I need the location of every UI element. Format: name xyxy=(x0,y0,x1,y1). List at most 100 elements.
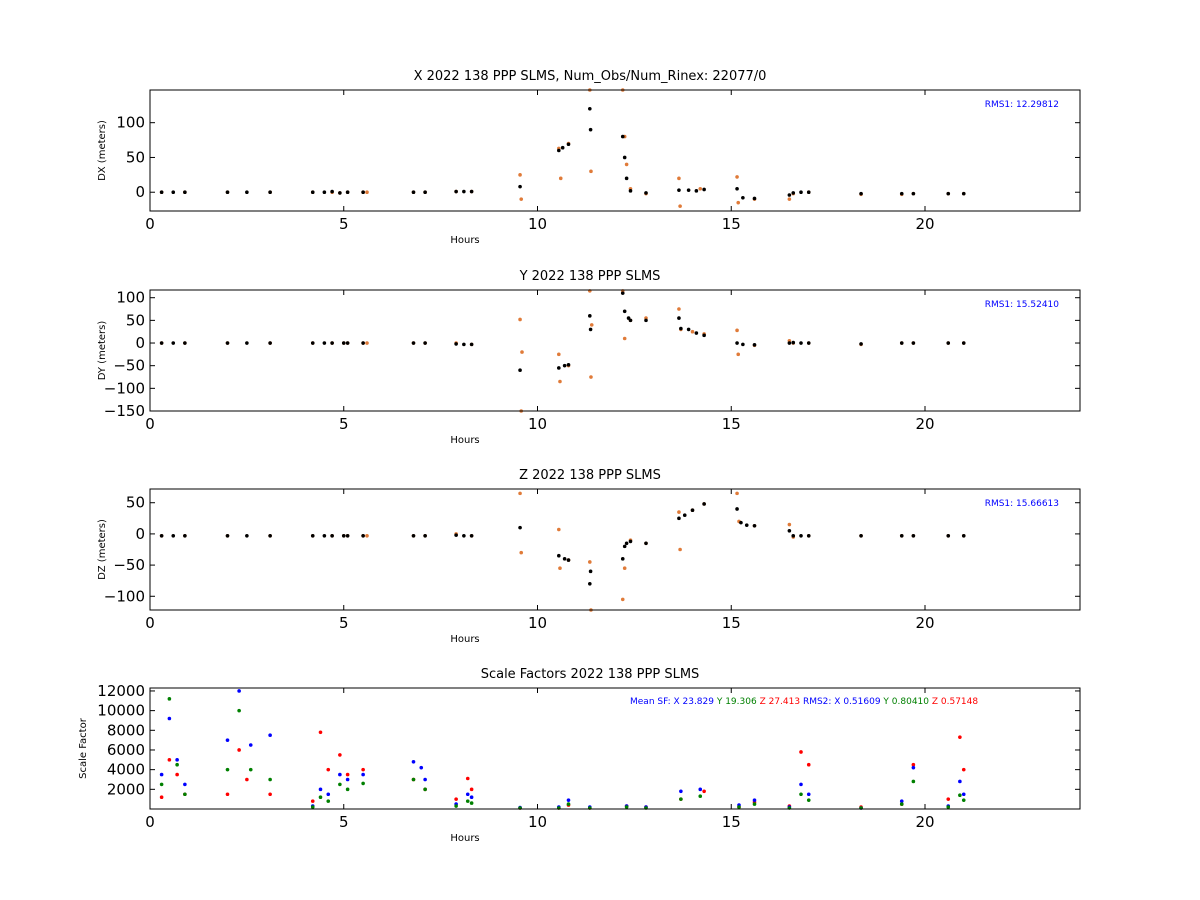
data-point xyxy=(946,797,951,801)
data-point xyxy=(946,191,951,196)
data-point xyxy=(562,557,567,561)
data-point xyxy=(245,190,249,195)
data-point xyxy=(183,341,187,345)
data-point xyxy=(520,350,524,354)
y-tick-label: 2000 xyxy=(107,780,145,798)
data-point xyxy=(330,533,334,538)
data-point xyxy=(469,787,474,792)
data-point xyxy=(518,491,522,496)
data-point xyxy=(310,533,315,538)
y-tick-label: 50 xyxy=(126,311,145,329)
x-tick-label: 20 xyxy=(915,813,934,831)
data-point xyxy=(588,582,592,586)
data-point xyxy=(345,777,350,782)
data-point xyxy=(806,798,811,802)
plot-frame xyxy=(149,289,1081,412)
data-point xyxy=(326,799,331,803)
data-point xyxy=(946,805,951,809)
data-point xyxy=(741,342,745,347)
data-point xyxy=(423,533,427,538)
y-tick-label: −150 xyxy=(104,402,145,420)
data-point xyxy=(518,317,522,322)
y-axis-label: DX (meters) xyxy=(97,120,108,181)
data-point xyxy=(310,341,315,345)
data-point xyxy=(624,805,629,809)
data-point xyxy=(423,190,427,195)
y-axis-label: DY (meters) xyxy=(97,321,108,381)
data-point xyxy=(698,787,703,792)
plot-frame xyxy=(149,488,1081,611)
data-point xyxy=(454,189,458,194)
data-point xyxy=(411,759,416,764)
data-point xyxy=(741,195,745,200)
data-point xyxy=(237,708,241,713)
data-point xyxy=(566,798,571,802)
subplot-title: Y 2022 138 PPP SLMS xyxy=(519,269,661,284)
data-point xyxy=(245,777,249,782)
data-point xyxy=(365,190,369,195)
data-point xyxy=(946,341,951,345)
data-point xyxy=(787,528,792,533)
data-point xyxy=(735,186,739,191)
data-point xyxy=(736,352,741,357)
data-point xyxy=(318,795,323,799)
annotation-part: Y 19.306 xyxy=(714,697,757,707)
data-point xyxy=(958,735,962,739)
data-point xyxy=(469,795,474,799)
data-point xyxy=(159,341,164,345)
data-point xyxy=(702,187,706,192)
data-point xyxy=(787,197,792,201)
data-point xyxy=(799,782,803,787)
data-point xyxy=(806,533,811,538)
data-point xyxy=(423,787,427,792)
series-2 xyxy=(159,502,966,586)
data-point xyxy=(341,341,346,345)
data-point xyxy=(679,789,683,794)
data-point xyxy=(735,491,739,496)
data-point xyxy=(411,777,416,782)
y-tick-label: −50 xyxy=(113,357,145,375)
data-point xyxy=(588,106,592,111)
data-point xyxy=(958,779,962,784)
data-point xyxy=(690,508,695,513)
data-point xyxy=(338,753,342,757)
x-tick-label: 10 xyxy=(528,415,547,433)
data-point xyxy=(622,155,627,160)
data-point xyxy=(361,781,365,786)
data-point xyxy=(752,196,757,201)
data-point xyxy=(225,341,230,345)
data-point xyxy=(159,772,164,777)
data-point xyxy=(411,190,416,195)
data-point xyxy=(560,145,565,150)
data-point xyxy=(899,341,904,345)
data-point xyxy=(330,189,334,194)
x-tick-label: 5 xyxy=(339,415,349,433)
data-point xyxy=(519,197,524,201)
data-point xyxy=(624,541,629,546)
data-point xyxy=(365,341,369,345)
data-point xyxy=(361,190,365,195)
data-point xyxy=(791,533,796,538)
subplot-title: Z 2022 138 PPP SLMS xyxy=(519,468,661,483)
data-point xyxy=(171,341,176,345)
data-point xyxy=(518,368,522,373)
data-point xyxy=(787,193,792,197)
data-point xyxy=(318,787,323,792)
data-point xyxy=(589,323,594,327)
data-point xyxy=(557,148,561,153)
x-axis-label: Hours xyxy=(450,235,479,246)
y-tick-label: −50 xyxy=(113,556,145,574)
data-point xyxy=(557,352,561,357)
data-point xyxy=(268,533,272,538)
data-point xyxy=(225,792,230,797)
data-point xyxy=(628,189,633,193)
data-point xyxy=(566,142,571,147)
data-point xyxy=(338,782,342,787)
data-point xyxy=(698,186,703,191)
data-point xyxy=(946,533,951,538)
data-point xyxy=(183,533,187,538)
data-point xyxy=(806,762,811,767)
data-point xyxy=(961,792,966,797)
data-point xyxy=(465,799,470,803)
data-point xyxy=(644,318,648,323)
